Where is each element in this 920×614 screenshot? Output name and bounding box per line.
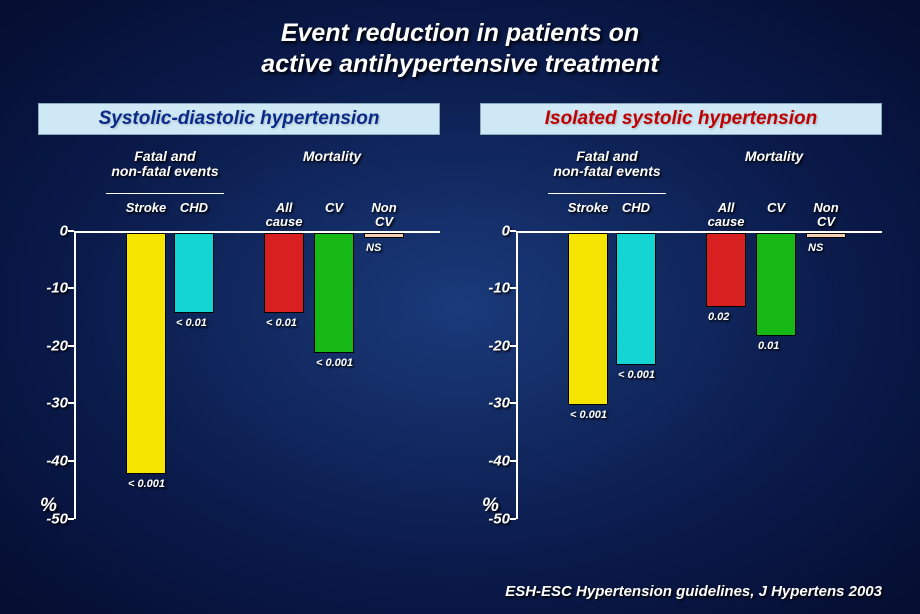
bar-pvalue: < 0.001 <box>128 478 165 490</box>
y-tick-mark <box>510 402 516 404</box>
column-header: CHD <box>606 201 666 215</box>
y-tick-label: -40 <box>476 452 510 469</box>
title-line-2: active antihypertensive treatment <box>0 49 920 80</box>
panel-header-right: Isolated systolic hypertension <box>480 103 882 135</box>
charts-container: Systolic-diastolic hypertension Fatal an… <box>0 81 920 519</box>
bar-pvalue: < 0.01 <box>176 317 207 329</box>
plot-area: 0-10-20-30-40-50%< 0.001< 0.0010.020.01N… <box>516 231 882 519</box>
bar-cv <box>314 233 354 354</box>
group-header: Mortality <box>252 149 412 164</box>
bar-pvalue: NS <box>808 242 823 254</box>
y-tick-label: 0 <box>476 222 510 239</box>
bar-noncv <box>806 233 846 239</box>
group-header: Fatal andnon-fatal events <box>548 149 666 180</box>
y-axis <box>74 231 76 519</box>
chart-panel-left: Systolic-diastolic hypertension Fatal an… <box>38 103 440 519</box>
bar-pvalue: < 0.001 <box>618 369 655 381</box>
bar-pvalue: NS <box>366 242 381 254</box>
bar-chd <box>174 233 214 314</box>
y-tick-mark <box>510 287 516 289</box>
y-tick-mark <box>68 402 74 404</box>
column-header: CHD <box>164 201 224 215</box>
bar-cv <box>756 233 796 337</box>
column-header: NonCV <box>796 201 856 230</box>
bar-allcause <box>706 233 746 308</box>
title-line-1: Event reduction in patients on <box>0 18 920 49</box>
footer-citation: ESH-ESC Hypertension guidelines, J Hyper… <box>505 583 882 600</box>
group-header: Mortality <box>694 149 854 164</box>
y-tick-mark <box>510 518 516 520</box>
y-tick-mark <box>68 460 74 462</box>
bar-pvalue: < 0.01 <box>266 317 297 329</box>
bar-pvalue: 0.02 <box>708 311 729 323</box>
y-tick-label: -30 <box>476 395 510 412</box>
bar-pvalue: < 0.001 <box>316 357 353 369</box>
y-tick-label: -20 <box>34 337 68 354</box>
chart-panel-right: Isolated systolic hypertension Fatal and… <box>480 103 882 519</box>
y-tick-mark <box>68 230 74 232</box>
bar-stroke <box>568 233 608 406</box>
bar-chd <box>616 233 656 365</box>
y-tick-mark <box>510 230 516 232</box>
y-tick-label: -10 <box>476 280 510 297</box>
y-tick-mark <box>510 345 516 347</box>
panel-header-left: Systolic-diastolic hypertension <box>38 103 440 135</box>
bar-noncv <box>364 233 404 239</box>
bar-pvalue: 0.01 <box>758 340 779 352</box>
y-tick-label: -20 <box>476 337 510 354</box>
y-axis-label: % <box>482 495 499 517</box>
column-header: NonCV <box>354 201 414 230</box>
bar-allcause <box>264 233 304 314</box>
bar-pvalue: < 0.001 <box>570 409 607 421</box>
y-tick-label: -30 <box>34 395 68 412</box>
y-axis-label: % <box>40 495 57 517</box>
y-tick-mark <box>68 287 74 289</box>
slide-title: Event reduction in patients on active an… <box>0 0 920 81</box>
y-tick-label: -10 <box>34 280 68 297</box>
group-header: Fatal andnon-fatal events <box>106 149 224 180</box>
plot-area: 0-10-20-30-40-50%< 0.001< 0.01< 0.01< 0.… <box>74 231 440 519</box>
y-tick-label: 0 <box>34 222 68 239</box>
y-axis <box>516 231 518 519</box>
y-tick-mark <box>68 345 74 347</box>
y-tick-label: -40 <box>34 452 68 469</box>
y-tick-mark <box>510 460 516 462</box>
y-tick-mark <box>68 518 74 520</box>
chart-area-left: Fatal andnon-fatal eventsMortalityStroke… <box>38 149 440 519</box>
chart-area-right: Fatal andnon-fatal eventsMortalityStroke… <box>480 149 882 519</box>
bar-stroke <box>126 233 166 475</box>
